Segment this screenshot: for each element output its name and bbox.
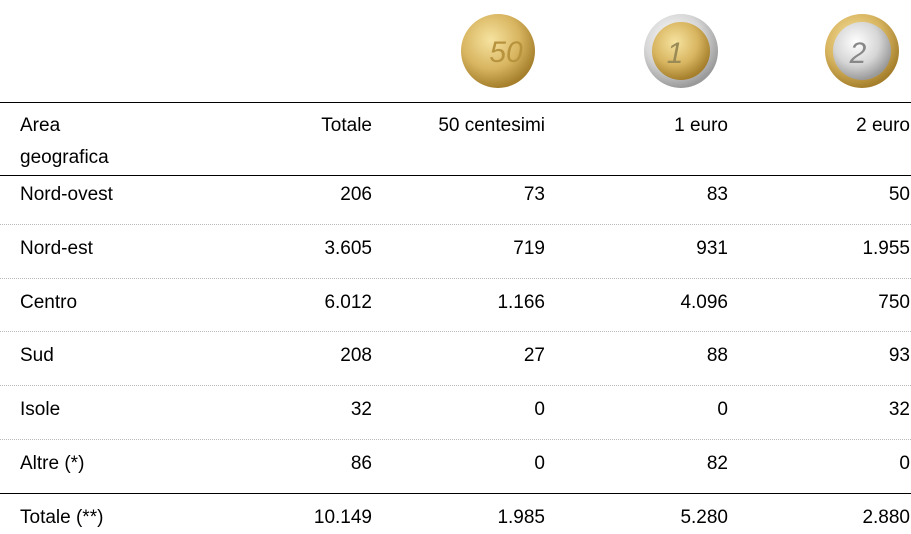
cell-value: 5.280 [680,506,728,528]
column-header: Area [20,115,61,136]
cell-value: 206 [340,184,372,205]
total-rule [0,492,911,494]
row-label: Sud [20,345,54,367]
row-separator [0,385,911,387]
cell-value: 27 [523,345,545,367]
cell-value: 50 [888,184,910,205]
row-label: Totale (**) [20,506,104,528]
cell-value: 4.096 [680,291,728,313]
cell-value: 931 [696,237,728,259]
row-label: Nord-ovest [20,184,113,205]
cell-value: 32 [888,399,910,421]
cell-value: 73 [523,184,545,205]
column-header: 2 euro [856,115,910,136]
row-label: Isole [20,399,61,421]
cell-value: 86 [350,453,372,474]
cell-value: 750 [878,291,910,313]
cell-value: 88 [706,345,728,367]
row-label: Centro [20,291,78,313]
row-separator [0,331,911,333]
row-separator [0,277,911,279]
column-header: geografica [20,147,109,168]
header-bottom-rule [0,175,911,176]
cell-value: 0 [717,399,728,421]
cell-value: 1.985 [497,506,545,528]
cell-value: 32 [350,399,372,421]
cell-value: 2.880 [862,506,910,528]
column-header: 1 euro [674,115,728,136]
cell-value: 0 [899,453,910,474]
cell-value: 3.605 [324,237,372,259]
cell-value: 93 [888,345,910,367]
header-top-rule [0,102,911,103]
row-separator [0,439,911,440]
row-separator [0,223,911,225]
row-label: Nord-est [20,237,93,259]
coin-50-cent: 50 [461,14,535,88]
cell-value: 83 [706,184,728,205]
cell-value: 82 [706,453,728,474]
cell-value: 1.955 [862,237,910,259]
svg-text:1: 1 [667,37,684,70]
coin-1-euro: 1 [644,14,718,88]
coin-2-euro: 2 [825,14,899,88]
row-label: Altre (*) [20,453,85,474]
column-header: 50 centesimi [438,115,545,136]
cell-value: 208 [340,345,372,367]
svg-text:2: 2 [849,37,867,70]
cell-value: 1.166 [497,291,545,313]
cell-value: 10.149 [313,506,372,528]
coin-images: 50 1 2 [461,14,899,88]
cell-value: 6.012 [324,291,372,313]
cell-value: 0 [534,399,545,421]
cell-value: 719 [513,237,545,259]
svg-text:50: 50 [489,36,523,69]
column-header: Totale [321,115,372,136]
cell-value: 0 [534,453,545,474]
